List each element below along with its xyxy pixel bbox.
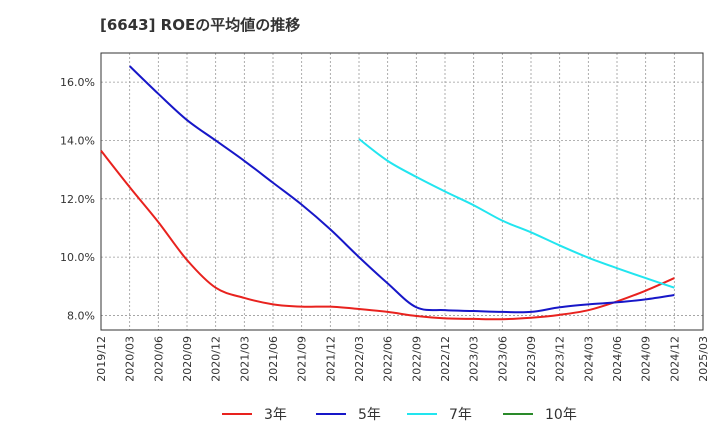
chart-title: [6643] ROEの平均値の推移 — [100, 16, 301, 34]
x-tick-label: 2020/06 — [152, 336, 165, 382]
series-line-3 — [358, 138, 675, 289]
legend-label: 3年 — [264, 407, 287, 423]
series-line-1 — [100, 150, 675, 321]
y-tick-label: 8.0% — [67, 309, 95, 322]
x-tick-label: 2019/12 — [95, 336, 108, 382]
x-tick-label: 2023/09 — [525, 336, 538, 382]
x-tick-label: 2024/12 — [668, 336, 681, 382]
series-line-2 — [128, 65, 675, 314]
y-tick-label: 12.0% — [60, 193, 95, 206]
legend-label: 10年 — [545, 407, 577, 423]
x-axis-tick-labels: 2019/12 2020/03 2020/06 2020/09 2020/12 2021/… — [95, 336, 710, 382]
x-tick-label: 2024/03 — [582, 336, 595, 382]
x-tick-label: 2022/12 — [439, 336, 452, 382]
x-tick-label: 2022/09 — [410, 336, 423, 382]
x-tick-label: 2022/06 — [382, 336, 395, 382]
x-tick-label: 2021/03 — [238, 336, 251, 382]
x-tick-label: 2020/03 — [124, 336, 137, 382]
x-tick-label: 2024/06 — [611, 336, 624, 382]
x-tick-label: 2021/12 — [324, 336, 337, 382]
legend-label: 7年 — [449, 407, 472, 423]
x-tick-label: 2021/06 — [267, 336, 280, 382]
x-tick-label: 2025/03 — [697, 336, 710, 382]
x-tick-label: 2023/06 — [496, 336, 509, 382]
gridlines — [101, 53, 703, 330]
x-tick-label: 2022/03 — [353, 336, 366, 382]
x-tick-label: 2023/03 — [468, 336, 481, 382]
plot-area — [100, 52, 704, 331]
legend: 3年 5年 7年 10年 — [222, 407, 577, 423]
y-tick-label: 10.0% — [60, 251, 95, 264]
x-tick-label: 2020/12 — [210, 336, 223, 382]
x-tick-label: 2020/09 — [181, 336, 194, 382]
x-tick-label: 2024/09 — [640, 336, 653, 382]
series-lines — [100, 65, 675, 321]
y-tick-label: 16.0% — [60, 76, 95, 89]
y-axis-tick-labels: 8.0% 10.0% 12.0% 14.0% 16.0% — [60, 76, 95, 322]
legend-label: 5年 — [358, 407, 381, 423]
y-tick-label: 14.0% — [60, 134, 95, 147]
x-tick-label: 2023/12 — [554, 336, 567, 382]
x-tick-label: 2021/09 — [296, 336, 309, 382]
